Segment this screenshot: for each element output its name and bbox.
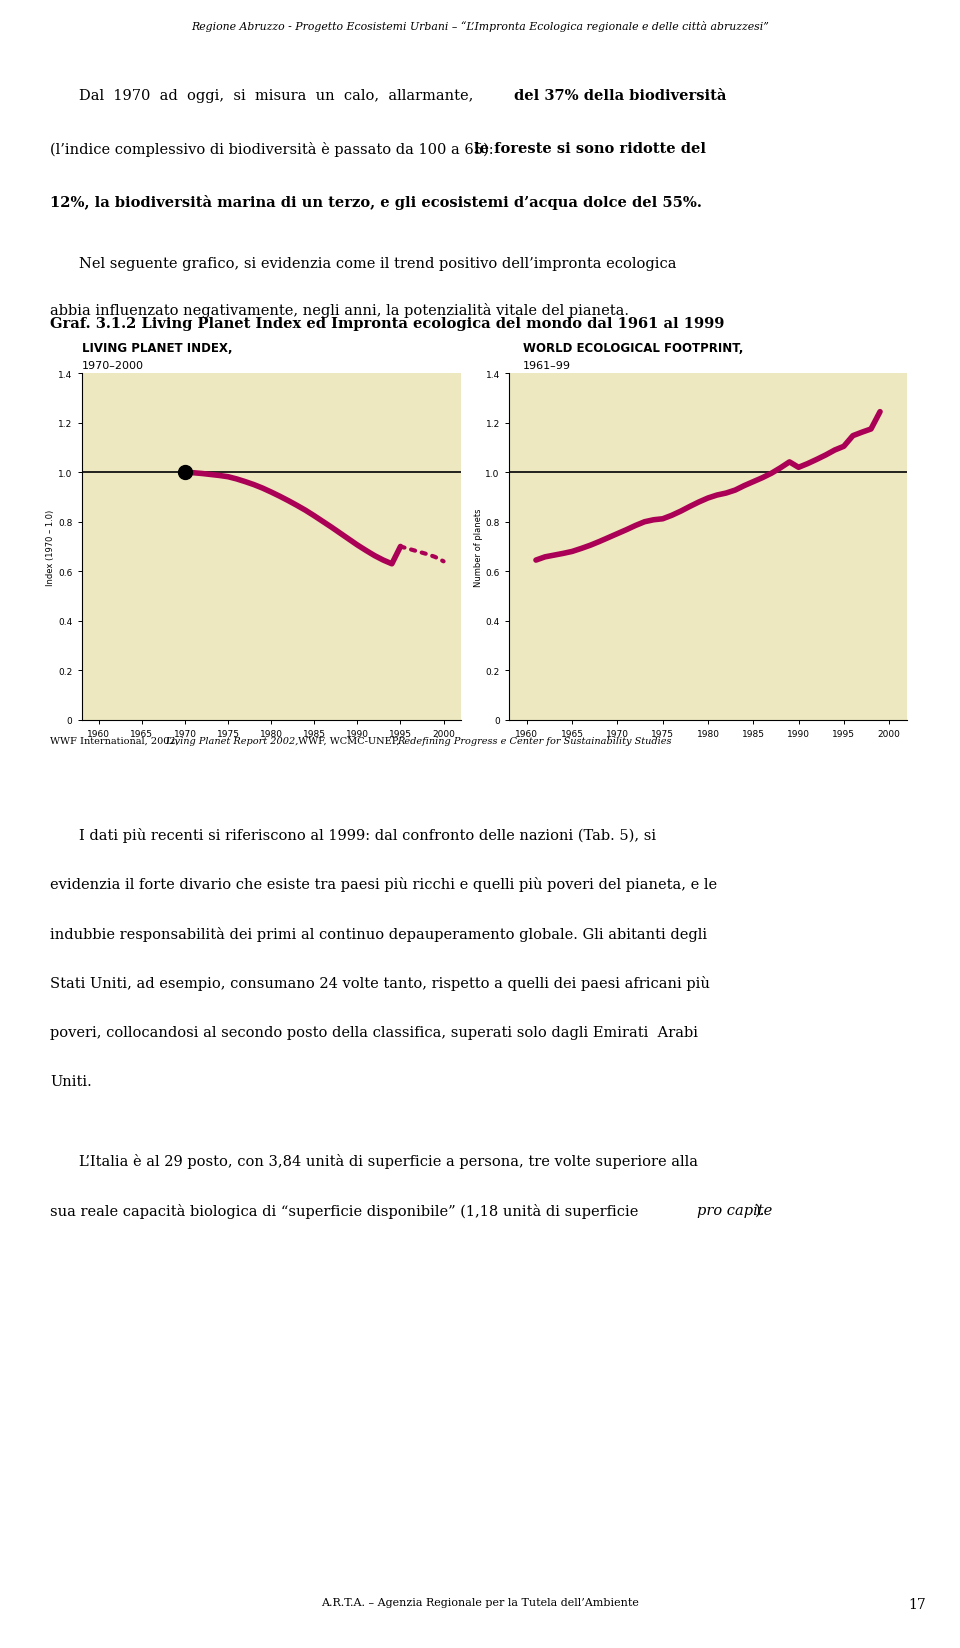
Text: le foreste si sono ridotte del: le foreste si sono ridotte del [474, 142, 707, 155]
Y-axis label: Number of planets: Number of planets [473, 508, 483, 587]
Text: evidenzia il forte divario che esiste tra paesi più ricchi e quelli più poveri d: evidenzia il forte divario che esiste tr… [50, 877, 717, 892]
Text: L’Italia è al 29 posto, con 3,84 unità di superficie a persona, tre volte superi: L’Italia è al 29 posto, con 3,84 unità d… [79, 1154, 698, 1168]
Text: LIVING PLANET INDEX,: LIVING PLANET INDEX, [82, 341, 232, 354]
Text: pro capite: pro capite [697, 1203, 772, 1216]
Text: del 37% della biodiversità: del 37% della biodiversità [514, 89, 726, 102]
Text: WWF International, 2002,: WWF International, 2002, [50, 737, 181, 745]
Text: Graf. 3.1.2 Living Planet Index ed Impronta ecologica del mondo dal 1961 al 1999: Graf. 3.1.2 Living Planet Index ed Impro… [50, 316, 724, 330]
Text: Living Planet Report 2002,: Living Planet Report 2002, [165, 737, 299, 745]
Text: Nel seguente grafico, si evidenzia come il trend positivo dell’impronta ecologic: Nel seguente grafico, si evidenzia come … [79, 257, 676, 270]
Text: poveri, collocandosi al secondo posto della classifica, superati solo dagli Emir: poveri, collocandosi al secondo posto de… [50, 1025, 698, 1038]
Text: WWF, WCMC-UNEP,: WWF, WCMC-UNEP, [295, 737, 402, 745]
Text: ).: ). [755, 1203, 765, 1216]
Text: 1970–2000: 1970–2000 [82, 361, 144, 371]
Text: 12%, la biodiversità marina di un terzo, e gli ecosistemi d’acqua dolce del 55%.: 12%, la biodiversità marina di un terzo,… [50, 194, 702, 209]
Text: Dal  1970  ad  oggi,  si  misura  un  calo,  allarmante,: Dal 1970 ad oggi, si misura un calo, all… [79, 89, 482, 102]
Text: Regione Abruzzo - Progetto Ecosistemi Urbani – “L’Impronta Ecologica regionale e: Regione Abruzzo - Progetto Ecosistemi Ur… [191, 20, 769, 31]
Text: Stati Uniti, ad esempio, consumano 24 volte tanto, rispetto a quelli dei paesi a: Stati Uniti, ad esempio, consumano 24 vo… [50, 976, 709, 990]
Text: Redefining Progress e Center for Sustainability Studies: Redefining Progress e Center for Sustain… [397, 737, 672, 745]
Text: (l’indice complessivo di biodiversità è passato da 100 a 65):: (l’indice complessivo di biodiversità è … [50, 142, 498, 157]
Y-axis label: Index (1970 – 1.0): Index (1970 – 1.0) [46, 509, 56, 585]
Text: I dati più recenti si riferiscono al 1999: dal confronto delle nazioni (Tab. 5),: I dati più recenti si riferiscono al 199… [79, 827, 656, 842]
Text: abbia influenzato negativamente, negli anni, la potenzialità vitale del pianeta.: abbia influenzato negativamente, negli a… [50, 303, 629, 318]
Text: sua reale capacità biologica di “superficie disponibile” (1,18 unità di superfic: sua reale capacità biologica di “superfi… [50, 1203, 643, 1218]
Text: 17: 17 [909, 1597, 926, 1610]
Text: 1961–99: 1961–99 [523, 361, 571, 371]
Text: WORLD ECOLOGICAL FOOTPRINT,: WORLD ECOLOGICAL FOOTPRINT, [523, 341, 744, 354]
Text: A.R.T.A. – Agenzia Regionale per la Tutela dell’Ambiente: A.R.T.A. – Agenzia Regionale per la Tute… [321, 1597, 639, 1607]
Text: indubbie responsabilità dei primi al continuo depauperamento globale. Gli abitan: indubbie responsabilità dei primi al con… [50, 926, 708, 941]
Text: Uniti.: Uniti. [50, 1074, 91, 1088]
